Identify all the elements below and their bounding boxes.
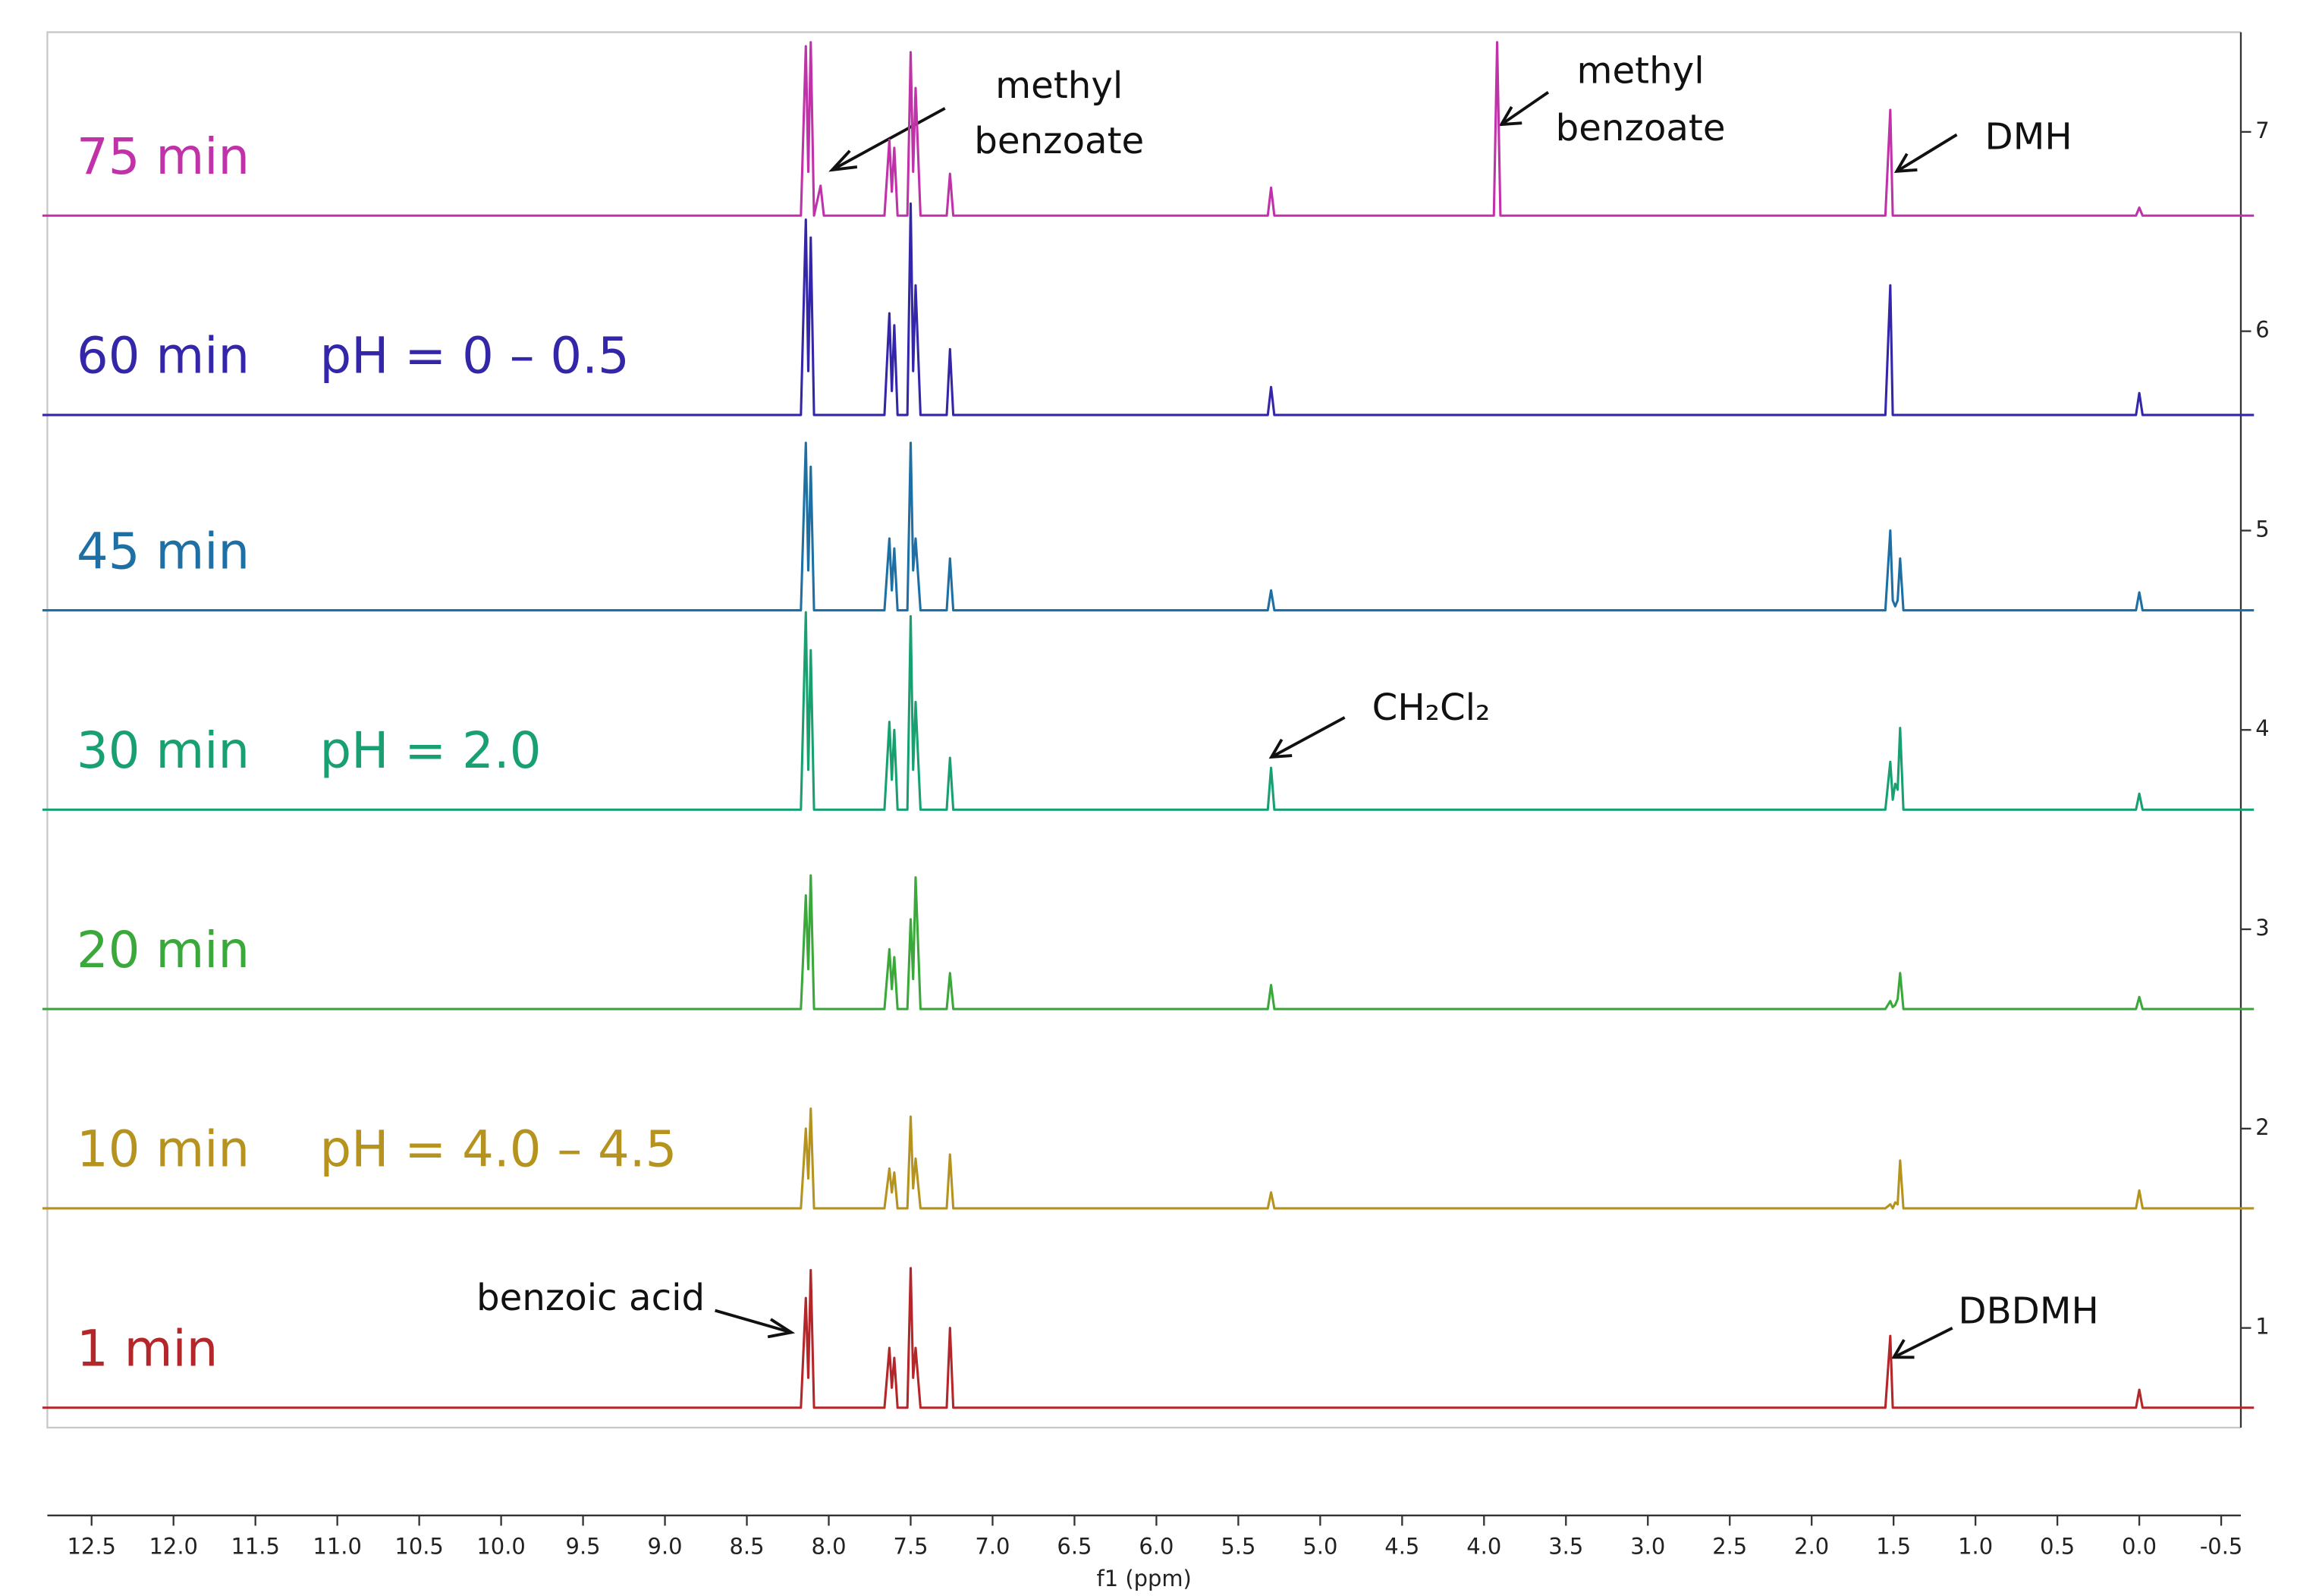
- series-label: 45 min: [77, 523, 250, 580]
- ph-label: pH = 0 – 0.5: [319, 328, 629, 385]
- spectrum-line: [42, 611, 2255, 811]
- spectrum: 30 min pH = 2.0: [42, 611, 2255, 811]
- annotation: benzoate: [1556, 107, 1726, 149]
- x-axis-label: f1 (ppm): [1097, 1566, 1192, 1591]
- series-label: 20 min: [77, 922, 250, 979]
- x-tick-label: 11.0: [313, 1533, 361, 1559]
- arrow: [1896, 133, 1958, 173]
- arrowhead: [828, 149, 858, 172]
- annotation: benzoate: [974, 120, 1144, 162]
- x-tick-label: 1.0: [1958, 1533, 1993, 1559]
- spectrum: 45 min: [42, 441, 2255, 612]
- arrow: [1500, 91, 1550, 126]
- spectrum-line: [42, 202, 2255, 416]
- x-tick-label: 5.0: [1302, 1533, 1337, 1559]
- arrowhead: [1268, 738, 1293, 759]
- series-label: 10 min: [77, 1121, 250, 1179]
- x-tick-label: 0.5: [2040, 1533, 2075, 1559]
- annotation: CH₂Cl₂: [1372, 686, 1491, 729]
- x-tick-label: 9.0: [648, 1533, 683, 1559]
- spectrum: 60 min pH = 0 – 0.5: [42, 202, 2255, 416]
- spectrum-line: [42, 1107, 2255, 1210]
- x-tick-label: 6.0: [1139, 1533, 1174, 1559]
- x-tick-label: 12.5: [68, 1533, 116, 1559]
- x-tick-label: 10.5: [394, 1533, 443, 1559]
- ph-label: pH = 2.0: [319, 722, 541, 780]
- spectrum-line: [42, 441, 2255, 612]
- y-tick-label: 2: [2255, 1114, 2269, 1140]
- annotation: DMH: [1985, 115, 2072, 158]
- x-tick-label: 0.0: [2122, 1533, 2157, 1559]
- spectrum: 10 min pH = 4.0 – 4.5: [42, 1107, 2255, 1210]
- x-tick-label: 7.0: [975, 1533, 1010, 1559]
- x-tick-label: 7.5: [893, 1533, 928, 1559]
- annotations: methyl benzoate methyl benzoate DMH CH₂C…: [476, 50, 2099, 1359]
- x-tick-label: 8.0: [811, 1533, 846, 1559]
- ph-label: pH = 4.0 – 4.5: [319, 1121, 677, 1179]
- arrowhead: [767, 1318, 796, 1339]
- x-tick-label: 1.5: [1876, 1533, 1911, 1559]
- spectrum: 75 min: [42, 41, 2255, 217]
- x-tick-label: 8.5: [730, 1533, 765, 1559]
- annotation: benzoic acid: [476, 1277, 705, 1319]
- x-tick-label: 4.0: [1466, 1533, 1501, 1559]
- x-tick-label: -0.5: [2200, 1533, 2242, 1559]
- x-tick-label: 9.5: [566, 1533, 601, 1559]
- spectrum: 1 min: [42, 1267, 2255, 1409]
- annotation: methyl: [1576, 50, 1704, 93]
- y-tick-label: 1: [2255, 1314, 2269, 1340]
- series-label: 60 min: [77, 328, 250, 385]
- x-tick-label: 3.5: [1548, 1533, 1583, 1559]
- x-tick-label: 3.0: [1630, 1533, 1665, 1559]
- y-tick-label: 4: [2255, 715, 2269, 741]
- spectrum-line: [42, 41, 2255, 217]
- series-label: 1 min: [77, 1320, 218, 1378]
- x-tick-label: 2.0: [1794, 1533, 1829, 1559]
- y-tick-label: 5: [2255, 516, 2269, 542]
- x-tick-label: 2.5: [1712, 1533, 1747, 1559]
- plot-frame: [46, 31, 2241, 1429]
- spectrum: 20 min: [42, 874, 2255, 1010]
- x-tick-label: 6.5: [1057, 1533, 1092, 1559]
- annotation: DBDMH: [1958, 1290, 2098, 1332]
- x-tick-label: 10.0: [476, 1533, 525, 1559]
- x-tick-label: 11.5: [231, 1533, 279, 1559]
- x-tick-label: 5.5: [1221, 1533, 1255, 1559]
- arrow: [1271, 716, 1346, 759]
- arrowhead: [1893, 152, 1918, 174]
- x-tick-label: 4.5: [1384, 1533, 1419, 1559]
- arrowhead: [1891, 1339, 1915, 1359]
- y-tick-label: 3: [2255, 915, 2269, 941]
- spectrum-line: [42, 1267, 2255, 1409]
- arrow: [715, 1309, 792, 1334]
- y-tick-label: 6: [2255, 317, 2269, 343]
- arrow: [1893, 1327, 1953, 1359]
- annotation: methyl: [995, 64, 1123, 107]
- arrowhead: [1498, 105, 1522, 127]
- y-tick-label: 7: [2255, 118, 2269, 143]
- spectrum-line: [42, 874, 2255, 1010]
- series-label: 75 min: [77, 128, 250, 186]
- series-label: 30 min: [77, 722, 250, 780]
- x-tick-label: 12.0: [149, 1533, 197, 1559]
